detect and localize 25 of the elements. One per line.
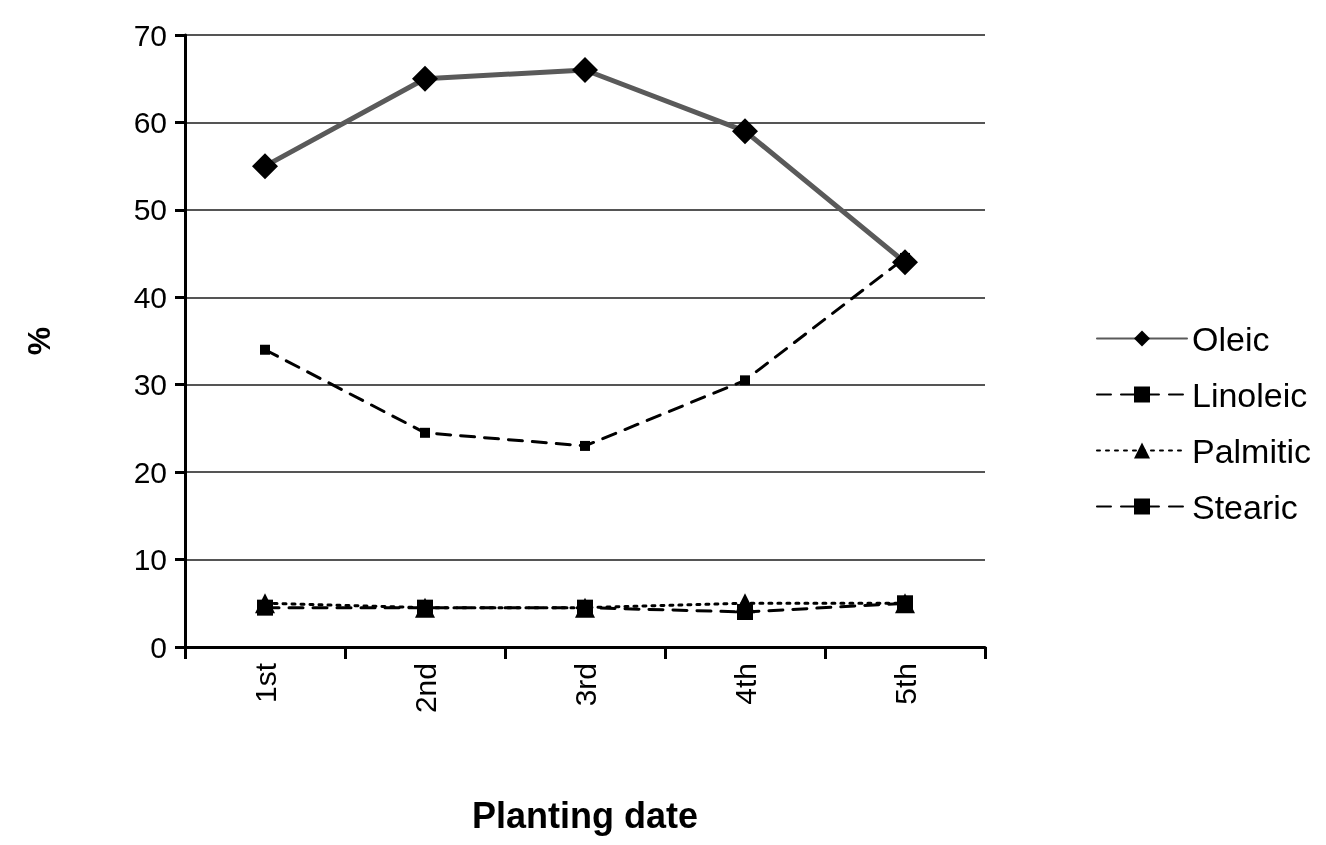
x-axis-title: Planting date <box>471 794 699 836</box>
point <box>257 599 273 616</box>
legend-label: Linoleic <box>1191 375 1308 414</box>
point <box>580 440 590 451</box>
y-tick-label: 10 <box>133 543 167 577</box>
y-tick-label: 30 <box>133 368 167 402</box>
y-tick-label: 70 <box>133 18 167 52</box>
legend-label: Oleic <box>1191 319 1270 358</box>
x-tick-label: 3rd <box>568 663 602 707</box>
x-tick-label: 2nd <box>408 663 442 714</box>
y-tick-label: 0 <box>150 630 167 664</box>
x-tick-label: 4th <box>728 663 762 705</box>
point <box>420 427 430 438</box>
y-tick-label: 20 <box>133 455 167 489</box>
y-axis-title: % <box>21 326 57 356</box>
y-tick-label: 60 <box>133 105 167 139</box>
y-tick-label: 40 <box>133 280 167 314</box>
legend-label: Palmitic <box>1191 431 1312 470</box>
x-tick-label: 1st <box>248 662 282 704</box>
legend-label: Stearic <box>1191 487 1298 526</box>
point <box>737 604 753 621</box>
point <box>260 344 270 355</box>
point <box>740 375 750 386</box>
x-tick-label: 5th <box>888 663 922 705</box>
y-tick-label: 50 <box>133 193 167 227</box>
